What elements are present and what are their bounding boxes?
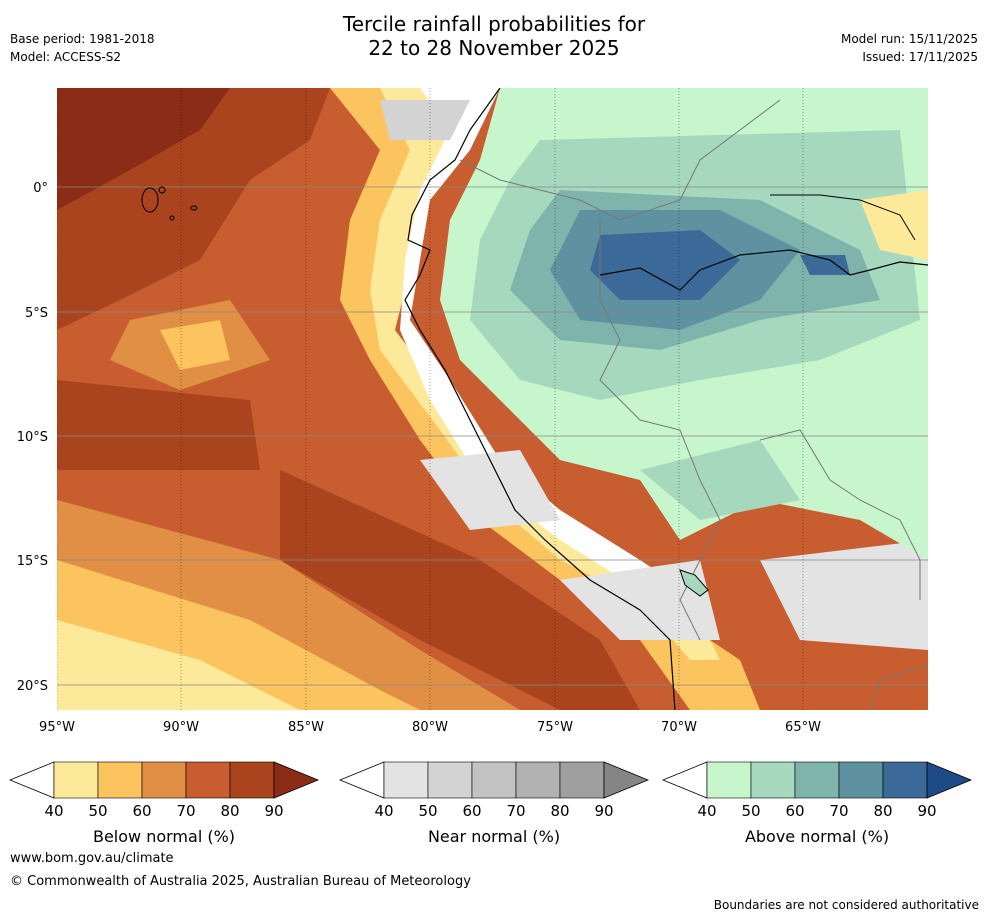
below-40-south bbox=[57, 620, 300, 710]
below-40-coast bbox=[370, 88, 720, 660]
border-bolivia bbox=[759, 429, 921, 600]
colorbar-tick: 60 bbox=[132, 802, 151, 820]
colorbar-label: Below normal (%) bbox=[93, 827, 235, 846]
near-40-patch-2 bbox=[560, 560, 720, 640]
border-south bbox=[869, 664, 928, 710]
colorbar-cell bbox=[427, 761, 473, 799]
footer-copyright: © Commonwealth of Australia 2025, Austra… bbox=[10, 874, 471, 889]
colorbar-cell bbox=[750, 761, 796, 799]
below-80-region-2 bbox=[57, 380, 260, 470]
x-tick: 95°W bbox=[39, 720, 75, 735]
colorbar-tick: 70 bbox=[176, 802, 195, 820]
above-80-region bbox=[590, 230, 740, 300]
galapagos-islands bbox=[141, 186, 198, 221]
colorbar-tick: 80 bbox=[873, 802, 892, 820]
below-90-region bbox=[57, 88, 230, 210]
colorbar-cell bbox=[97, 761, 143, 799]
chart-title: Tercile rainfall probabilities for 22 to… bbox=[0, 12, 988, 60]
colorbar-lower-arrow bbox=[661, 761, 708, 799]
colorbar-cell bbox=[515, 761, 561, 799]
above-80-patch bbox=[800, 255, 850, 275]
colorbar-cell bbox=[53, 761, 99, 799]
river-north bbox=[770, 194, 916, 241]
y-axis-ticks: 0° 5°S 10°S 15°S 20°S bbox=[17, 181, 48, 694]
colorbar-tick: 40 bbox=[44, 802, 63, 820]
title-line-2: 22 to 28 November 2025 bbox=[368, 36, 620, 60]
amazon-river bbox=[599, 249, 928, 291]
colorbar-upper-arrow bbox=[603, 761, 650, 799]
colorbar-cell bbox=[229, 761, 275, 799]
x-tick: 80°W bbox=[412, 720, 448, 735]
lake-titicaca bbox=[679, 569, 709, 597]
coastline bbox=[404, 88, 676, 710]
x-axis-ticks: 95°W 90°W 85°W 80°W 75°W 70°W 65°W bbox=[39, 720, 821, 735]
x-tick: 85°W bbox=[288, 720, 324, 735]
x-tick: 75°W bbox=[537, 720, 573, 735]
below-50-coast bbox=[330, 88, 760, 710]
colorbar-tick: 60 bbox=[462, 802, 481, 820]
below-40-east bbox=[860, 190, 928, 260]
colorbar-tick: 90 bbox=[594, 802, 613, 820]
title-line-1: Tercile rainfall probabilities for bbox=[342, 12, 646, 36]
colorbar-cell bbox=[383, 761, 429, 799]
y-tick: 5°S bbox=[25, 306, 48, 321]
colorbar-upper-arrow bbox=[926, 761, 973, 799]
colorbar-2: 40 50 60 70 80 90 Near normal (%) bbox=[338, 761, 650, 846]
near-50-patch bbox=[380, 100, 470, 140]
model-run-text: Model run: 15/11/2025 bbox=[840, 32, 978, 46]
colorbar-cell bbox=[141, 761, 187, 799]
colorbar-cell bbox=[559, 761, 605, 799]
colorbar-tick: 80 bbox=[550, 802, 569, 820]
meta-right: Model run: 15/11/2025 Issued: 17/11/2025 bbox=[841, 30, 978, 66]
below-50-patch bbox=[160, 320, 230, 370]
x-tick: 65°W bbox=[785, 720, 821, 735]
colorbar-1: 40 50 60 70 80 90 Below normal (%) bbox=[8, 761, 320, 846]
colorbar-tick: 90 bbox=[264, 802, 283, 820]
map-panel bbox=[57, 88, 928, 710]
colorbar-tick: 70 bbox=[506, 802, 525, 820]
colorbar-cell bbox=[838, 761, 884, 799]
colorbar-lower-arrow bbox=[338, 761, 385, 799]
colorbar-label: Near normal (%) bbox=[428, 827, 560, 846]
latitude-lines bbox=[57, 186, 928, 686]
colorbar-tick: 50 bbox=[741, 802, 760, 820]
colorbar-tick: 70 bbox=[829, 802, 848, 820]
footer-url[interactable]: www.bom.gov.au/climate bbox=[10, 851, 174, 866]
colorbar-cell bbox=[706, 761, 752, 799]
near-40-patch-1 bbox=[420, 450, 560, 530]
border-peru-brazil bbox=[599, 220, 721, 641]
above-50-south bbox=[640, 440, 800, 520]
colorbars: 40 50 60 70 80 90 Below normal (%) 40 50 60 70 80 90… bbox=[8, 761, 973, 846]
below-80-south bbox=[280, 470, 640, 710]
colorbar-tick: 40 bbox=[697, 802, 716, 820]
y-tick: 0° bbox=[33, 181, 48, 196]
meta-left: Base period: 1981-2018 Model: ACCESS-S2 bbox=[10, 30, 155, 66]
colorbar-tick: 90 bbox=[917, 802, 936, 820]
colorbar-cell bbox=[794, 761, 840, 799]
colorbar-tick: 40 bbox=[374, 802, 393, 820]
colorbar-cell bbox=[471, 761, 517, 799]
colorbar-3: 40 50 60 70 80 90 Above normal (%) bbox=[661, 761, 973, 846]
model-text: Model: ACCESS-S2 bbox=[10, 50, 122, 64]
border-north bbox=[459, 99, 781, 221]
base-period-text: Base period: 1981-2018 bbox=[10, 32, 155, 46]
x-tick: 90°W bbox=[163, 720, 199, 735]
colorbar-tick: 80 bbox=[220, 802, 239, 820]
colorbar-tick: 50 bbox=[88, 802, 107, 820]
issued-text: Issued: 17/11/2025 bbox=[862, 50, 978, 64]
colorbar-upper-arrow bbox=[273, 761, 320, 799]
footer-note: Boundaries are not considered authoritat… bbox=[713, 898, 979, 912]
colorbar-cell bbox=[882, 761, 928, 799]
colorbar-tick: 50 bbox=[418, 802, 437, 820]
near-40-patch-4 bbox=[760, 540, 928, 650]
colorbar-tick: 60 bbox=[785, 802, 804, 820]
colorbar-label: Above normal (%) bbox=[745, 827, 889, 846]
colorbar-cell bbox=[185, 761, 231, 799]
y-tick: 10°S bbox=[17, 430, 48, 445]
colorbar-lower-arrow bbox=[8, 761, 55, 799]
x-tick: 70°W bbox=[661, 720, 697, 735]
y-tick: 20°S bbox=[17, 679, 48, 694]
y-tick: 15°S bbox=[17, 554, 48, 569]
